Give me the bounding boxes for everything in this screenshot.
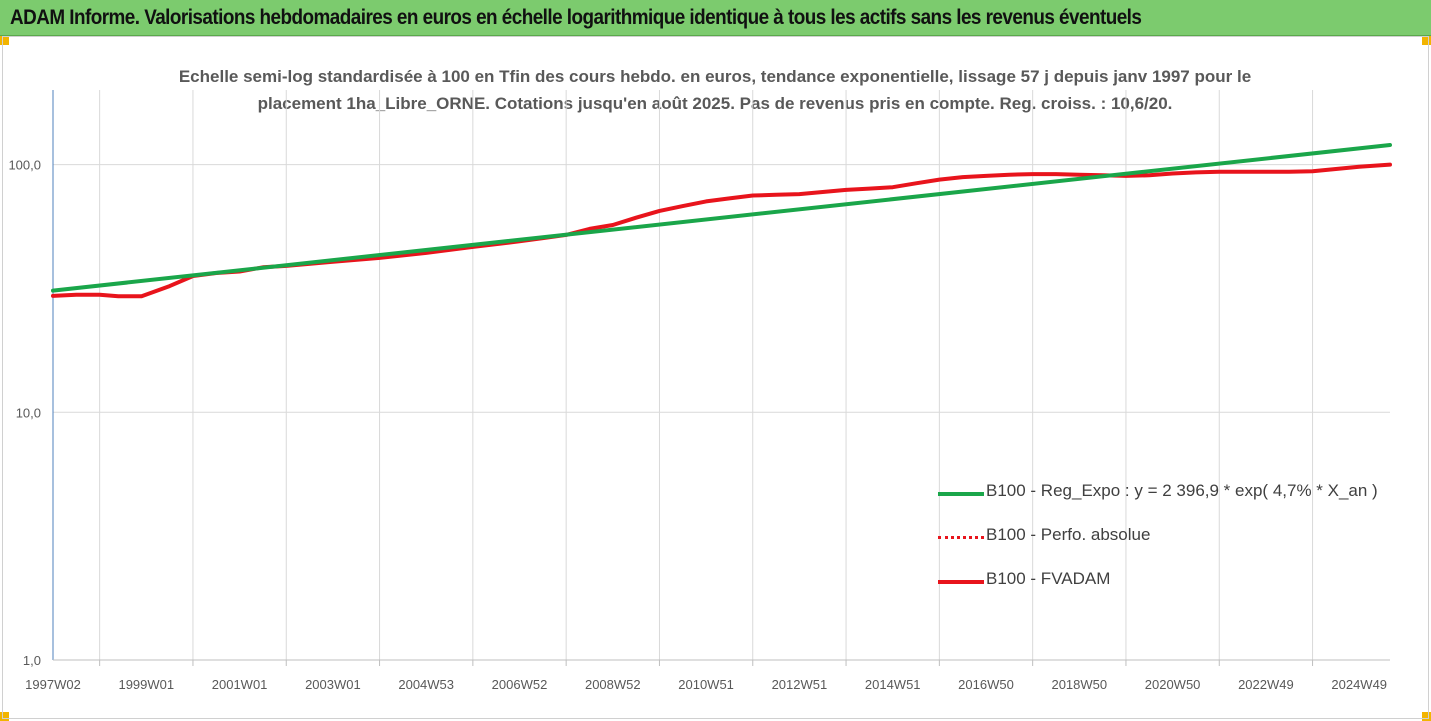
resize-handle-top-right[interactable] xyxy=(1422,36,1431,45)
series-fvadam-line xyxy=(51,162,1392,299)
x-tick-label: 2010W51 xyxy=(678,677,734,692)
legend-item-perfo: B100 - Perfo. absolue xyxy=(938,524,1408,568)
x-tick-label: 2003W01 xyxy=(305,677,361,692)
x-tick-label: 2024W49 xyxy=(1331,677,1387,692)
legend-item-fvadam: B100 - FVADAM xyxy=(938,568,1408,612)
y-tick-label: 10,0 xyxy=(16,405,41,420)
resize-handle-bottom-right[interactable] xyxy=(1422,712,1431,721)
legend-label-regression: B100 - Reg_Expo : y = 2 396,9 * exp( 4,7… xyxy=(986,481,1378,500)
page-title: ADAM Informe. Valorisations hebdomadaire… xyxy=(10,6,1142,29)
legend-item-regression: B100 - Reg_Expo : y = 2 396,9 * exp( 4,7… xyxy=(938,480,1408,524)
x-tick-label: 2012W51 xyxy=(772,677,828,692)
y-tick-label: 100,0 xyxy=(8,158,41,173)
x-tick-label: 1997W02 xyxy=(25,677,81,692)
title-bar: ADAM Informe. Valorisations hebdomadaire… xyxy=(0,0,1431,36)
x-tick-label: 2016W50 xyxy=(958,677,1014,692)
axes xyxy=(52,90,1390,666)
legend: B100 - Reg_Expo : y = 2 396,9 * exp( 4,7… xyxy=(938,480,1408,612)
series-perfo-line xyxy=(51,163,1392,298)
chart-area[interactable] xyxy=(2,36,1429,719)
series-regression-line xyxy=(51,143,1392,293)
x-tick-label: 2018W50 xyxy=(1051,677,1107,692)
x-tick-label: 2022W49 xyxy=(1238,677,1294,692)
legend-swatch-regression xyxy=(938,492,984,496)
resize-handle-top-left[interactable] xyxy=(0,36,9,45)
legend-label-fvadam: B100 - FVADAM xyxy=(986,569,1111,588)
x-tick-label: 2004W53 xyxy=(398,677,454,692)
x-tick-label: 2020W50 xyxy=(1145,677,1201,692)
legend-swatch-perfo xyxy=(938,536,984,539)
x-tick-label: 1999W01 xyxy=(118,677,174,692)
series-lines xyxy=(51,143,1392,299)
chart-subtitle-line-1: Echelle semi-log standardisée à 100 en T… xyxy=(178,67,1252,86)
legend-label-perfo: B100 - Perfo. absolue xyxy=(986,525,1151,544)
chart-subtitle-line-2: placement 1ha_Libre_ORNE. Cotations jusq… xyxy=(257,94,1173,113)
tick-labels: 100,0 10,0 1,0 1997W02 1999W01 2001W01 2003W01… xyxy=(8,158,1387,692)
chart-subtitle: Echelle semi-log standardisée à 100 en T… xyxy=(130,63,1300,117)
x-tick-label: 2008W52 xyxy=(585,677,641,692)
resize-handle-bottom-left[interactable] xyxy=(0,712,9,721)
x-tick-label: 2001W01 xyxy=(212,677,268,692)
x-tick-label: 2006W52 xyxy=(492,677,548,692)
y-tick-label: 1,0 xyxy=(23,653,41,668)
grid-lines xyxy=(53,90,1390,660)
legend-swatch-fvadam xyxy=(938,580,984,584)
x-tick-label: 2014W51 xyxy=(865,677,921,692)
